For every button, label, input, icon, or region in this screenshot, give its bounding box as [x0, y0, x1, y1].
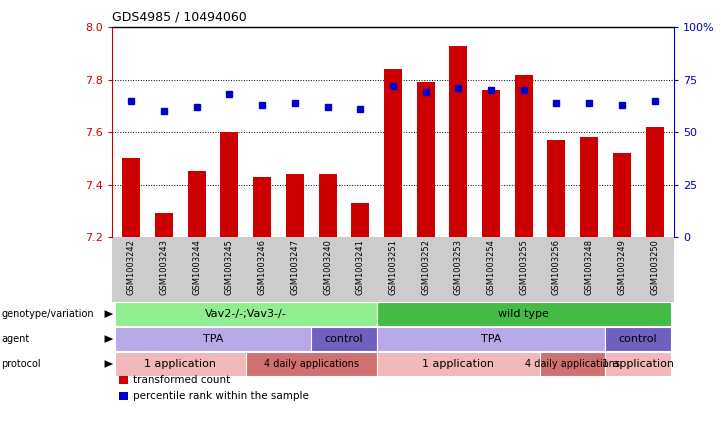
Bar [187, 171, 205, 237]
Text: GSM1003241: GSM1003241 [355, 239, 365, 295]
Text: protocol: protocol [1, 359, 41, 369]
Text: GSM1003249: GSM1003249 [617, 239, 627, 295]
Bar [384, 69, 402, 237]
Text: control: control [324, 334, 363, 344]
Bar [351, 203, 369, 237]
Text: wild type: wild type [498, 309, 549, 319]
Text: GSM1003250: GSM1003250 [650, 239, 659, 295]
Text: GSM1003252: GSM1003252 [421, 239, 430, 295]
Text: 1 application: 1 application [602, 359, 674, 369]
Text: transformed count: transformed count [133, 375, 230, 385]
Text: GSM1003243: GSM1003243 [159, 239, 169, 295]
Text: TPA: TPA [481, 334, 501, 344]
Text: GSM1003255: GSM1003255 [519, 239, 528, 295]
Text: GSM1003256: GSM1003256 [552, 239, 561, 295]
Text: GSM1003254: GSM1003254 [487, 239, 495, 295]
Bar [417, 82, 435, 237]
Bar [123, 158, 141, 237]
Text: GSM1003244: GSM1003244 [193, 239, 201, 295]
Text: GDS4985 / 10494060: GDS4985 / 10494060 [112, 11, 247, 24]
Text: 1 application: 1 application [144, 359, 216, 369]
Bar [515, 74, 533, 237]
Text: 1 application: 1 application [423, 359, 495, 369]
Text: GSM1003240: GSM1003240 [323, 239, 332, 295]
Text: GSM1003251: GSM1003251 [389, 239, 397, 295]
Bar [286, 174, 304, 237]
Bar [253, 177, 271, 237]
Text: GSM1003245: GSM1003245 [225, 239, 234, 295]
Bar [221, 132, 239, 237]
Bar [613, 153, 631, 237]
Text: GSM1003248: GSM1003248 [585, 239, 593, 295]
Text: GSM1003247: GSM1003247 [291, 239, 299, 295]
Text: Vav2-/-;Vav3-/-: Vav2-/-;Vav3-/- [205, 309, 287, 319]
Bar [580, 137, 598, 237]
Text: control: control [619, 334, 658, 344]
Text: percentile rank within the sample: percentile rank within the sample [133, 391, 309, 401]
Text: genotype/variation: genotype/variation [1, 309, 94, 319]
Bar [645, 127, 663, 237]
Bar [155, 213, 173, 237]
Bar [547, 140, 565, 237]
Bar [482, 91, 500, 237]
Text: 4 daily applications: 4 daily applications [526, 359, 620, 369]
Bar [319, 174, 337, 237]
Text: agent: agent [1, 334, 30, 344]
Text: TPA: TPA [203, 334, 224, 344]
Text: GSM1003242: GSM1003242 [127, 239, 136, 295]
Text: GSM1003253: GSM1003253 [454, 239, 463, 295]
Bar [449, 46, 467, 237]
Text: GSM1003246: GSM1003246 [257, 239, 267, 295]
Text: 4 daily applications: 4 daily applications [264, 359, 359, 369]
